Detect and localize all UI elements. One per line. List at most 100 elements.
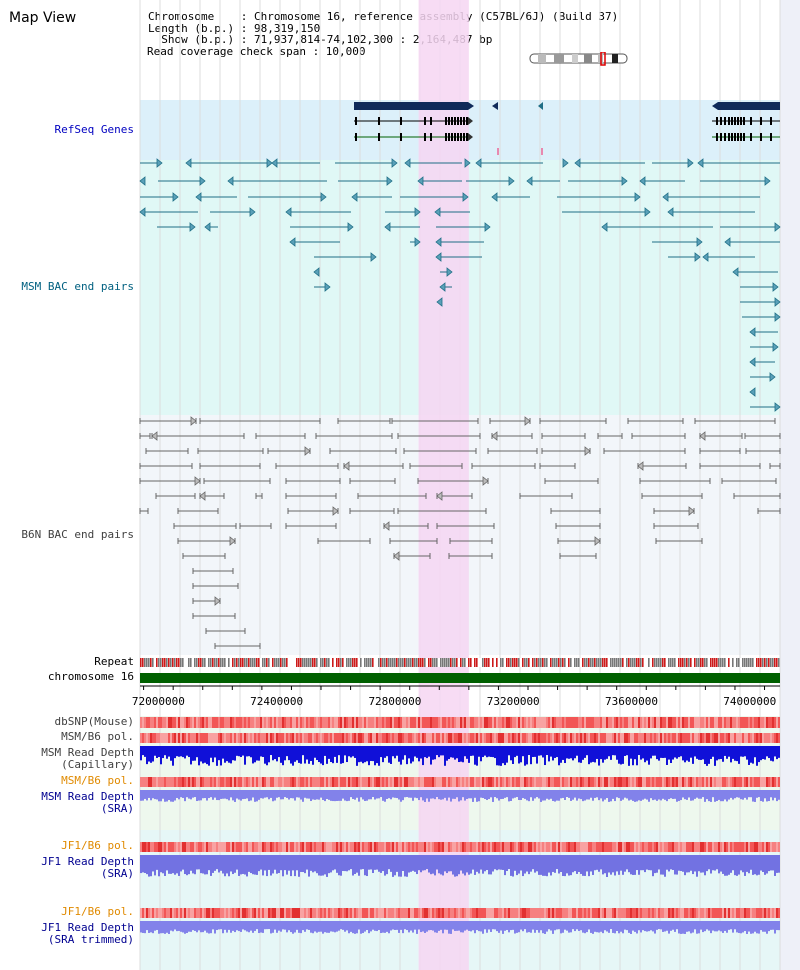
msm-depth-capillary-bar [266, 746, 268, 766]
msm-b6-pol-heat-cell [402, 733, 404, 743]
jf1-b6-pol2-heat-cell [354, 908, 356, 918]
jf1-depth-trimmed-bar [664, 921, 666, 932]
track-label-refseq[interactable]: RefSeq Genes [54, 123, 134, 136]
msm-depth-sra-bar [268, 790, 270, 800]
jf1-b6-pol2-heat-cell [232, 908, 234, 918]
msm-b6-pol2-heat-cell [448, 777, 450, 787]
track-label-dbsnp[interactable]: dbSNP(Mouse) [54, 715, 134, 728]
jf1-b6-pol-heat-cell [382, 842, 384, 852]
jf1-b6-pol2-heat-cell [278, 908, 280, 918]
dbsnp-heat-cell [246, 717, 248, 728]
jf1-b6-pol2-heat-cell [274, 908, 276, 918]
jf1-depth-trimmed-bar [604, 921, 606, 931]
jf1-depth-trimmed-bar [330, 921, 332, 932]
msm-depth-sra-bar [304, 790, 306, 798]
jf1-b6-pol2-heat-cell [444, 908, 446, 918]
repeat-element [654, 658, 656, 667]
jf1-depth-trimmed-bar [478, 921, 480, 932]
msm-depth-sra-bar [536, 790, 538, 798]
msm-depth-capillary-bar [730, 746, 732, 763]
track-label-msm-bac[interactable]: MSM BAC end pairs [21, 280, 134, 293]
jf1-depth-trimmed-bar [216, 921, 218, 931]
jf1-b6-pol2-heat-cell [450, 908, 452, 918]
jf1-b6-pol-heat-cell [286, 842, 288, 852]
msm-depth-sra-bar [470, 790, 472, 799]
msm-depth-capillary-bar [740, 746, 742, 757]
track-label-msm-read-depth-capillary[interactable]: MSM Read Depth (Capillary) [41, 746, 134, 771]
msm-depth-sra-bar [374, 790, 376, 800]
jf1-depth-sra-bar [696, 855, 698, 877]
track-label-jf1-read-depth-sra[interactable]: JF1 Read Depth (SRA) [41, 855, 134, 880]
jf1-depth-sra-bar [142, 855, 144, 873]
jf1-b6-pol-heat-cell [694, 842, 696, 852]
jf1-b6-pol-heat-cell [354, 842, 356, 852]
jf1-depth-sra-bar [428, 855, 430, 873]
msm-depth-capillary-bar [556, 746, 558, 758]
msm-b6-pol2-heat-cell [524, 777, 526, 787]
jf1-b6-pol-heat-cell [486, 842, 488, 852]
track-label-msm-read-depth-sra[interactable]: MSM Read Depth (SRA) [41, 790, 134, 815]
track-label-jf1-read-depth-trimmed[interactable]: JF1 Read Depth (SRA trimmed) [41, 921, 134, 946]
jf1-depth-trimmed-bar [764, 921, 766, 932]
jf1-depth-trimmed-bar [534, 921, 536, 933]
msm-depth-sra-bar [714, 790, 716, 802]
msm-depth-sra-bar [642, 790, 644, 800]
jf1-depth-sra-bar [678, 855, 680, 871]
repeat-element [514, 658, 516, 667]
jf1-depth-sra-bar [606, 855, 608, 877]
msm-depth-capillary-bar [402, 746, 404, 760]
dbsnp-heat-cell [622, 717, 624, 728]
track-label-jf1-b6-pol-2[interactable]: JF1/B6 pol. [61, 905, 134, 918]
msm-b6-pol-heat-cell [264, 733, 266, 743]
jf1-depth-trimmed-bar [600, 921, 602, 932]
msm-depth-capillary-bar [238, 746, 240, 757]
jf1-b6-pol2-heat-cell [676, 908, 678, 918]
jf1-b6-pol-heat-cell [348, 842, 350, 852]
msm-depth-sra-bar [554, 790, 556, 802]
jf1-depth-sra-bar [290, 855, 292, 877]
repeat-element [706, 658, 708, 667]
jf1-depth-trimmed-bar [490, 921, 492, 932]
msm-b6-pol-heat-cell [292, 733, 294, 743]
jf1-b6-pol2-heat-cell [396, 908, 398, 918]
dbsnp-heat-cell [682, 717, 684, 728]
msm-depth-sra-bar [586, 790, 588, 800]
track-label-msm-b6-pol-1[interactable]: MSM/B6 pol. [61, 730, 134, 743]
msm-b6-pol-heat-cell [282, 733, 284, 743]
msm-b6-pol-heat-cell [730, 733, 732, 743]
msm-depth-sra-bar [668, 790, 670, 800]
msm-b6-pol2-heat-cell [776, 777, 778, 787]
msm-b6-pol-heat-cell [172, 733, 174, 743]
msm-depth-capillary-bar [202, 746, 204, 764]
dbsnp-heat-cell [610, 717, 612, 728]
msm-b6-pol-heat-cell [580, 733, 582, 743]
refseq-exon [451, 117, 453, 125]
jf1-b6-pol-heat-cell [560, 842, 562, 852]
jf1-depth-sra-bar [764, 855, 766, 875]
jf1-depth-sra-bar [710, 855, 712, 874]
track-label-jf1-b6-pol-1[interactable]: JF1/B6 pol. [61, 839, 134, 852]
jf1-b6-pol2-heat-cell [760, 908, 762, 918]
msm-b6-pol2-heat-cell [648, 777, 650, 787]
track-label-msm-b6-pol-2[interactable]: MSM/B6 pol. [61, 774, 134, 787]
jf1-depth-trimmed-bar [494, 921, 496, 930]
repeat-element [338, 658, 340, 667]
msm-b6-pol-heat-cell [400, 733, 402, 743]
msm-b6-pol-heat-cell [684, 733, 686, 743]
track-label-b6n-bac[interactable]: B6N BAC end pairs [21, 528, 134, 541]
msm-depth-sra-bar [750, 790, 752, 798]
msm-depth-capillary-bar [658, 746, 660, 761]
repeat-element [570, 658, 572, 667]
msm-depth-capillary-bar [208, 746, 210, 766]
dbsnp-heat-cell [412, 717, 414, 728]
msm-bac-end-arrow [156, 158, 163, 168]
jf1-depth-trimmed-bar [482, 921, 484, 934]
jf1-depth-trimmed-bar [332, 921, 334, 932]
jf1-b6-pol2-heat-cell [770, 908, 772, 918]
msm-depth-sra-bar [662, 790, 664, 799]
msm-b6-pol-heat-cell [364, 733, 366, 743]
chromosome-ideogram[interactable] [528, 52, 630, 66]
msm-depth-sra-bar [696, 790, 698, 798]
jf1-depth-sra-bar [592, 855, 594, 875]
